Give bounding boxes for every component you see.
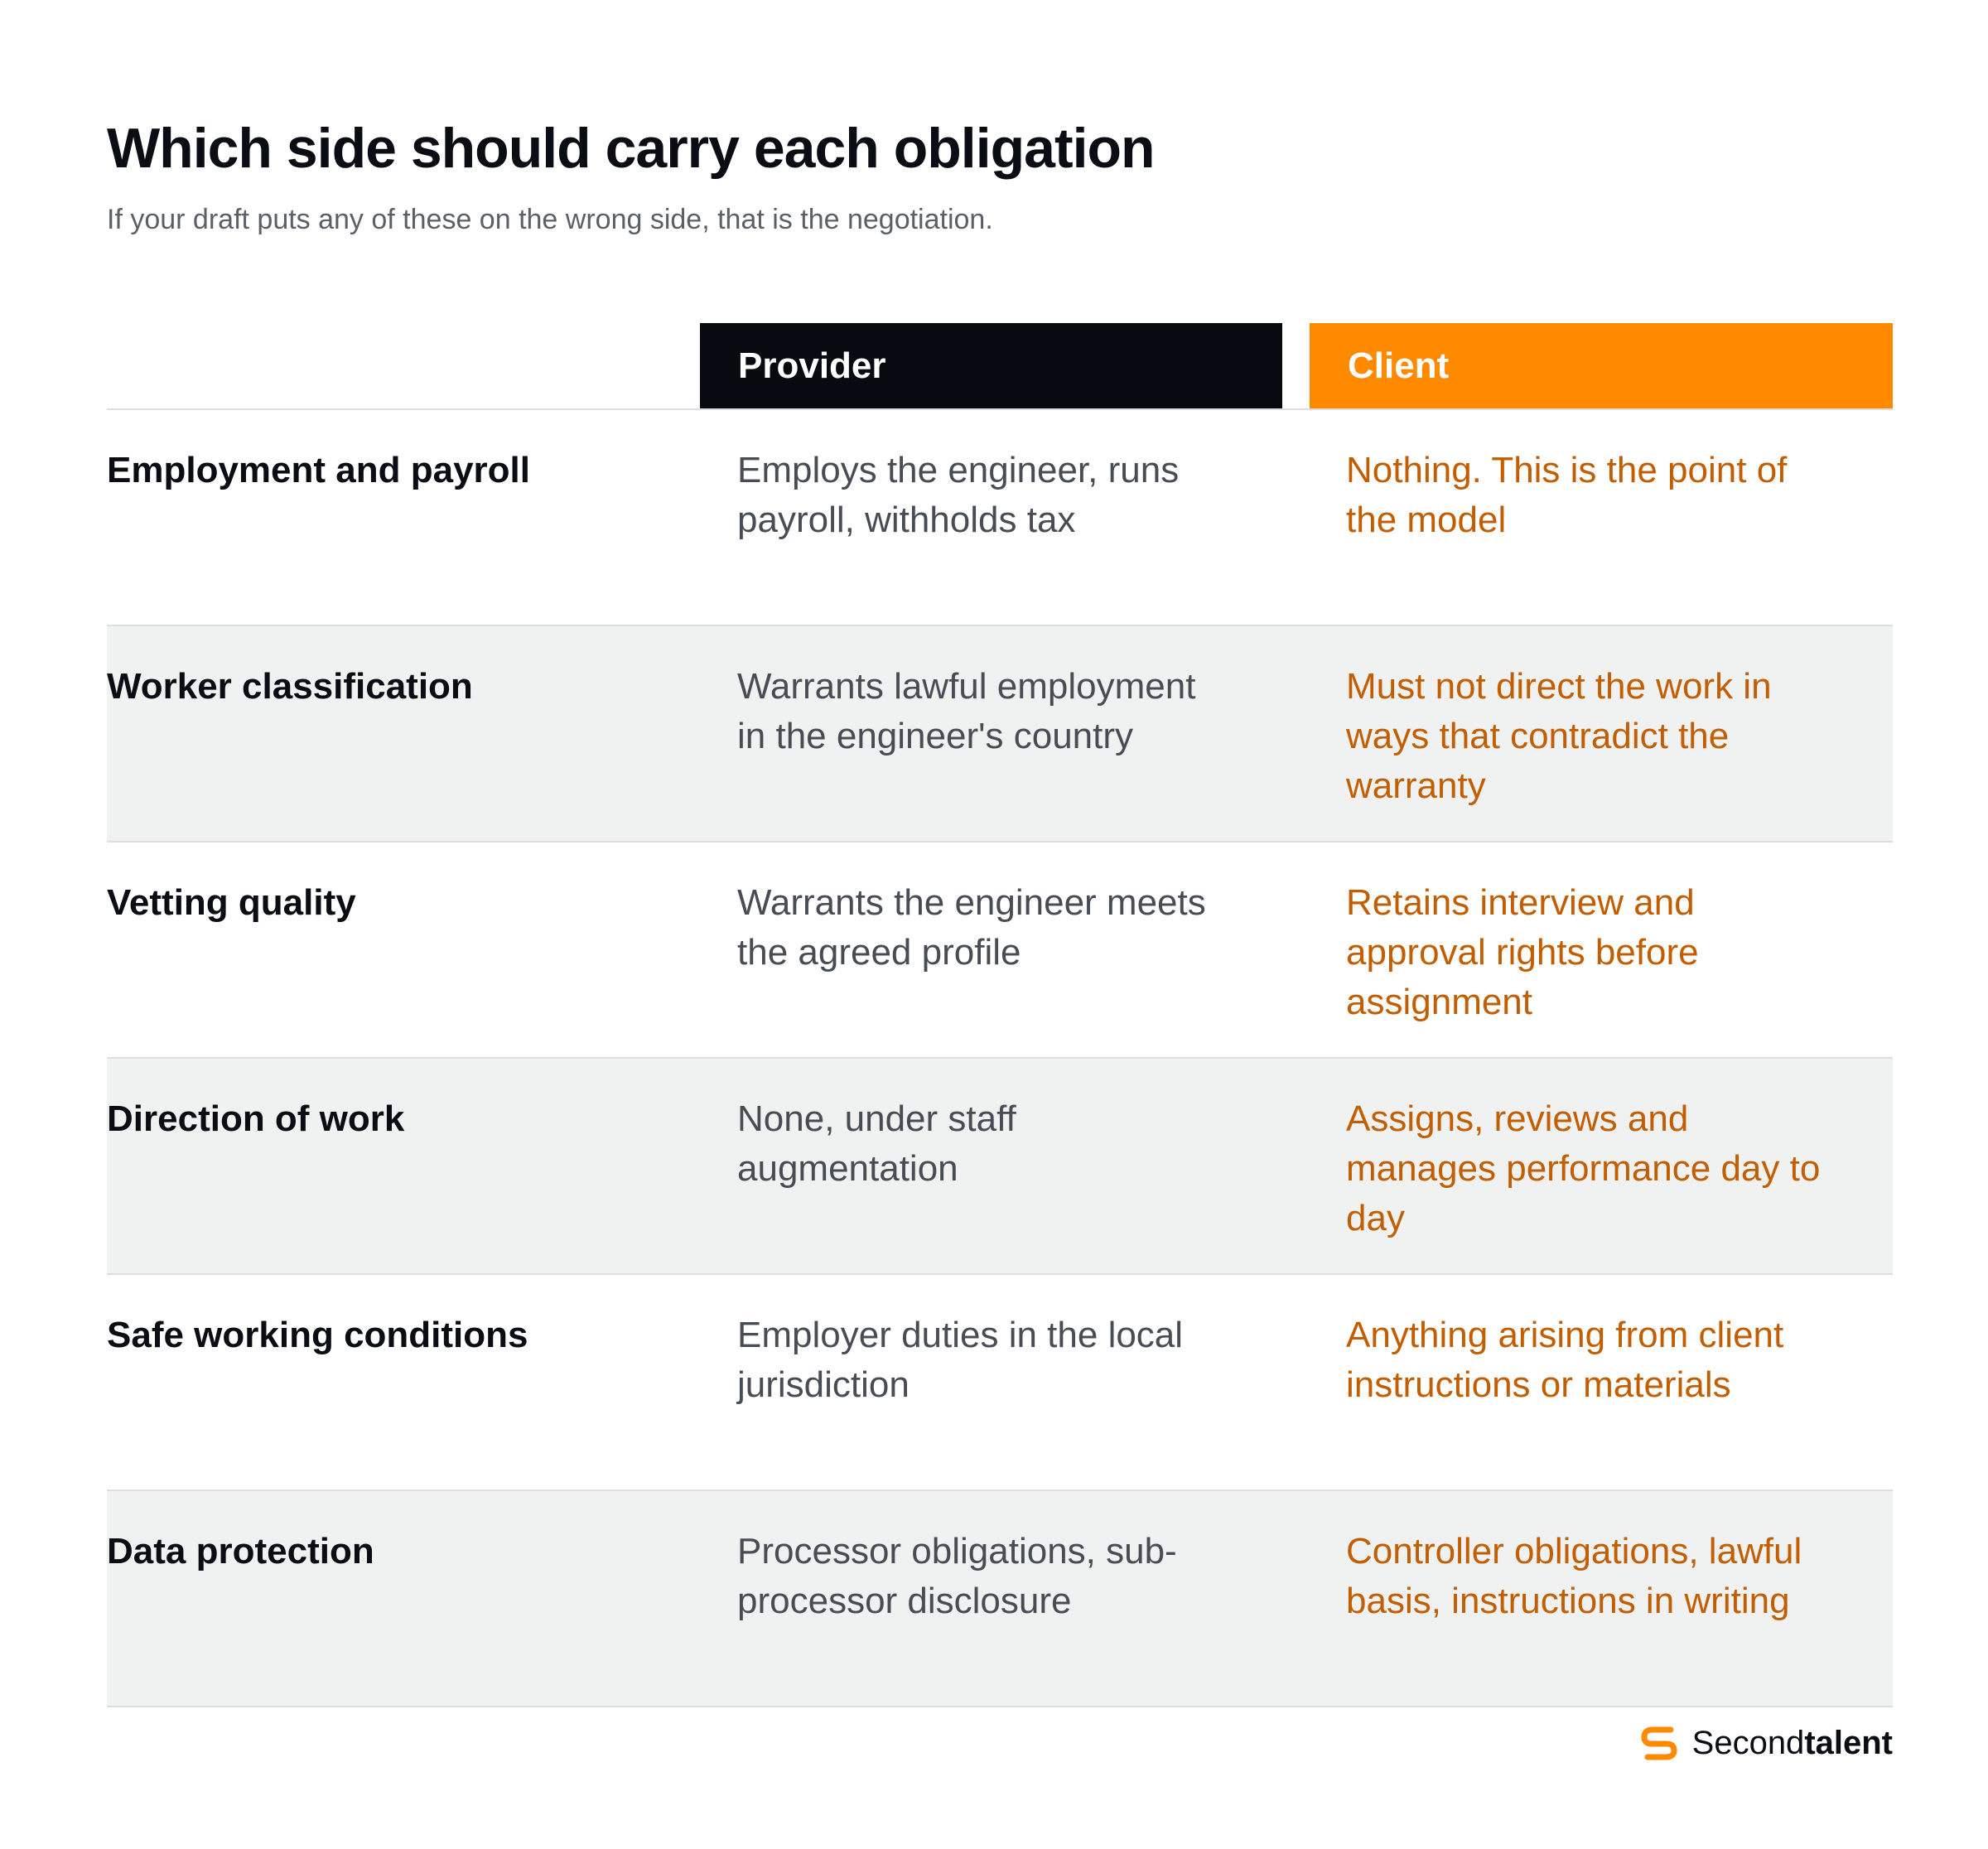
client-obligation: Controller obligations, lawful basis, in…: [1346, 1531, 1802, 1621]
row-label: Vetting quality: [107, 882, 356, 923]
table-row: Worker classification Warrants lawful em…: [107, 626, 1893, 842]
provider-obligation: Processor obligations, sub-processor dis…: [737, 1531, 1177, 1621]
client-obligation: Assigns, reviews and manages performance…: [1346, 1098, 1821, 1238]
client-obligation: Nothing. This is the point of the model: [1346, 450, 1788, 540]
provider-obligation: Employer duties in the local jurisdictio…: [737, 1315, 1184, 1405]
obligations-table: Provider Client Employment and payroll E…: [107, 323, 1893, 1707]
row-label: Data protection: [107, 1531, 374, 1571]
row-label: Direction of work: [107, 1098, 405, 1139]
table-row: Data protection Processor obligations, s…: [107, 1491, 1893, 1707]
provider-obligation: None, under staff augmentation: [737, 1098, 1016, 1189]
brand-logo: Secondtalent: [1638, 1718, 1893, 1768]
table-row: Safe working conditions Employer duties …: [107, 1275, 1893, 1491]
column-header-provider: Provider: [700, 323, 1282, 408]
client-obligation: Anything arising from client instruction…: [1346, 1315, 1784, 1405]
row-label: Worker classification: [107, 666, 473, 707]
brand-name: Secondtalent: [1692, 1725, 1893, 1762]
provider-obligation: Warrants the engineer meets the agreed p…: [737, 882, 1206, 973]
column-header-client: Client: [1310, 323, 1893, 408]
brand-name-bold: talent: [1804, 1724, 1893, 1761]
table-row: Employment and payroll Employs the engin…: [107, 410, 1893, 626]
table-row: Vetting quality Warrants the engineer me…: [107, 842, 1893, 1059]
client-obligation: Retains interview and approval rights be…: [1346, 882, 1699, 1022]
client-obligation: Must not direct the work in ways that co…: [1346, 666, 1772, 806]
page-subtitle: If your draft puts any of these on the w…: [107, 204, 993, 235]
table-header-row: Provider Client: [107, 323, 1893, 410]
page-title: Which side should carry each obligation: [107, 117, 1156, 180]
provider-obligation: Warrants lawful employment in the engine…: [737, 666, 1196, 756]
provider-obligation: Employs the engineer, runs payroll, with…: [737, 450, 1180, 540]
secondtalent-s-logo-icon: [1641, 1726, 1677, 1760]
brand-name-regular: Second: [1691, 1724, 1805, 1761]
table-row: Direction of work None, under staff augm…: [107, 1059, 1893, 1275]
row-label: Employment and payroll: [107, 450, 530, 490]
row-label: Safe working conditions: [107, 1315, 528, 1355]
